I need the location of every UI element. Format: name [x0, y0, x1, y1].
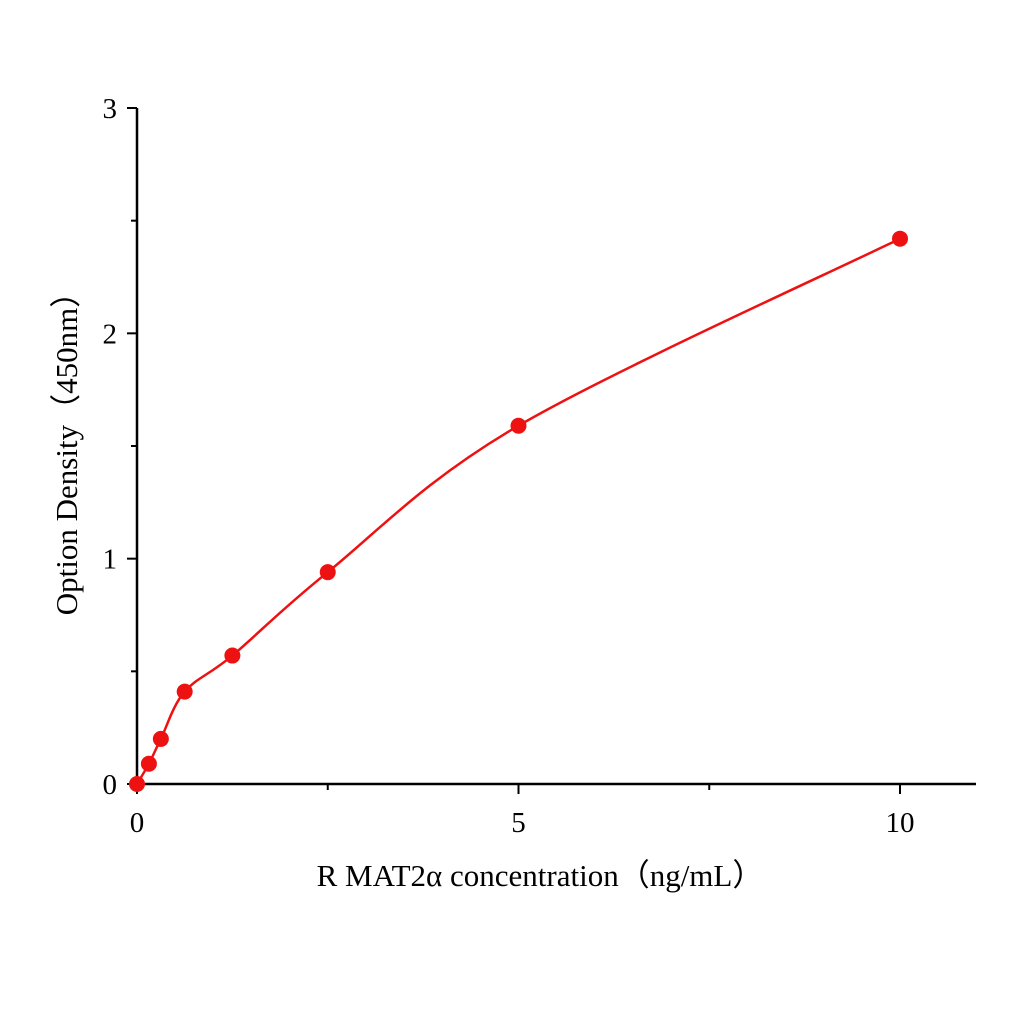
y-tick-label: 1 [103, 544, 118, 576]
x-axis-label: R MAT2α concentration（ng/mL） [317, 858, 764, 893]
data-point [892, 230, 908, 247]
data-point [224, 647, 241, 664]
ticks: 0 5 10 0 1 2 3 [103, 93, 915, 839]
data-point [152, 730, 169, 747]
data-point [319, 564, 336, 581]
x-tick-label: 5 [511, 807, 526, 839]
y-tick-label: 2 [103, 318, 118, 350]
y-tick-label: 3 [103, 93, 118, 125]
axes [135, 108, 976, 786]
x-tick-label: 0 [130, 807, 145, 839]
x-tick-label: 10 [886, 807, 915, 839]
y-axis-label: Option Density（450nm） [49, 277, 84, 615]
data-point [510, 417, 527, 434]
data-point [129, 776, 145, 792]
data-point [140, 755, 157, 772]
data-points [129, 230, 908, 792]
y-tick-label: 0 [103, 769, 118, 801]
fit-curve [135, 237, 901, 785]
data-point [176, 683, 193, 700]
